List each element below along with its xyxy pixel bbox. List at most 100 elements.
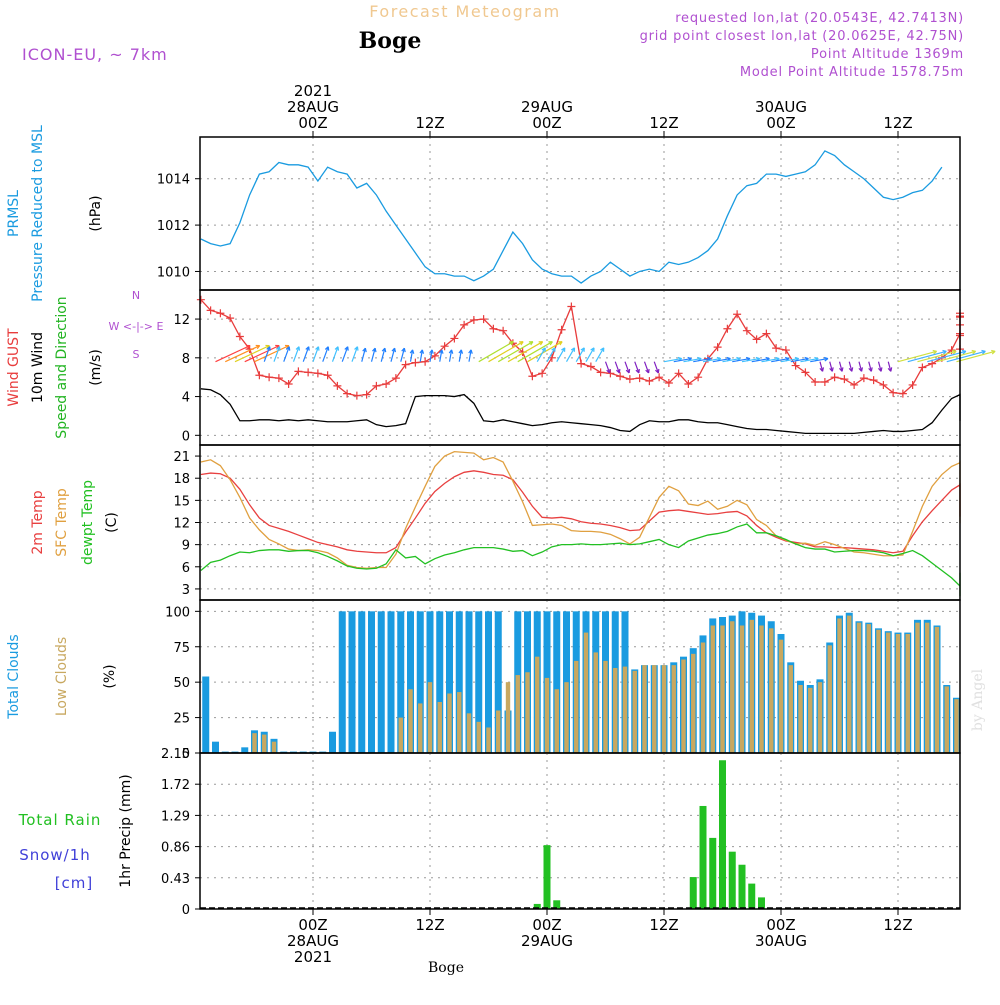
y-tick-label: 0 — [182, 429, 190, 444]
gust-marker — [294, 367, 303, 376]
wind-arrow — [838, 361, 843, 372]
low-cloud-bar — [808, 687, 813, 753]
total-cloud-bar — [338, 611, 346, 753]
total-cloud-bar — [329, 731, 336, 753]
top-time-label: 12Z — [883, 114, 912, 132]
low-cloud-bar — [925, 622, 930, 753]
total-cloud-bar — [241, 747, 249, 753]
low-cloud-bar — [856, 622, 862, 753]
wind-arrow-head — [887, 367, 893, 372]
wind-arrow — [663, 357, 682, 363]
wind-arrow-head — [991, 349, 996, 355]
low-cloud-bar — [593, 652, 598, 753]
gust-marker — [742, 326, 751, 335]
low-cloud-bar — [759, 625, 764, 753]
wind-arrow — [215, 345, 251, 363]
y-axis-label: Low Clouds — [54, 637, 70, 716]
low-cloud-bar — [564, 682, 569, 753]
y-axis-label: Wind GUST — [6, 328, 22, 407]
low-cloud-bar — [583, 632, 589, 753]
bottom-time-label: 00Z — [766, 916, 795, 934]
low-cloud-bar — [408, 689, 413, 753]
low-cloud-bar — [457, 692, 462, 753]
wind-arrow — [819, 361, 824, 372]
low-cloud-bar — [778, 639, 784, 753]
wind-arrow — [946, 350, 986, 363]
low-cloud-bar — [798, 685, 803, 753]
gust-marker — [752, 335, 761, 344]
panel-precip: 0 0.43 0.86 1.29 1.72 2.15 Total Rain Snow/1h [c… — [18, 747, 961, 918]
grid-point-coords: grid point closest lon,lat (20.0625E, 42… — [640, 29, 964, 44]
wind-arrow-head — [932, 349, 938, 355]
total-cloud-bar — [455, 611, 463, 753]
top-time-label: 12Z — [415, 114, 444, 132]
gust-marker — [645, 377, 654, 386]
low-cloud-bar — [525, 672, 530, 753]
total-cloud-bar — [485, 611, 492, 753]
top-time-label: 28AUG — [287, 98, 339, 116]
low-cloud-bar — [700, 642, 706, 753]
low-cloud-bar — [447, 693, 452, 753]
low-cloud-bar — [505, 682, 511, 753]
low-cloud-bar — [954, 699, 959, 753]
wind-arrow — [868, 361, 872, 372]
rain-bar — [709, 837, 717, 909]
rain-bar — [758, 897, 765, 909]
rain-bar — [738, 864, 746, 909]
y-tick-label: 1.29 — [161, 809, 190, 824]
gust-marker — [333, 381, 342, 390]
wind-arrow-head — [468, 349, 473, 354]
low-cloud-bar — [915, 622, 920, 753]
wind-arrow-head — [848, 367, 854, 372]
total-cloud-bar — [212, 741, 219, 753]
bottom-time-label: 28AUG — [287, 932, 339, 950]
y-axis-label: Total Clouds — [6, 634, 22, 719]
gust-marker — [908, 380, 917, 389]
low-cloud-bar — [496, 710, 501, 753]
unit-label: (%) — [102, 664, 118, 688]
wind-arrow — [283, 346, 290, 362]
y-axis-label: 10m Wind — [30, 332, 46, 403]
y-tick-label: 21 — [173, 450, 190, 465]
low-cloud-bar — [886, 632, 891, 753]
wind-arrow-head — [971, 349, 977, 355]
rain-bar — [689, 877, 697, 909]
gust-marker — [586, 362, 595, 371]
bottom-time-label: 30AUG — [755, 932, 807, 950]
total-cloud-bar — [416, 611, 424, 753]
wind-arrow — [448, 349, 453, 362]
requested-coords: requested lon,lat (20.0543E, 42.7413N) — [675, 11, 964, 26]
wind-arrow — [800, 357, 819, 363]
wind-arrow-head — [829, 367, 834, 372]
wind-arrow — [292, 346, 300, 362]
wind-arrow-head — [509, 341, 514, 346]
wind-arrow-head — [334, 346, 340, 351]
wind-arrow — [614, 361, 620, 374]
panel-frame — [199, 752, 961, 910]
wind-arrow — [322, 346, 329, 362]
rain-bar — [533, 903, 541, 909]
gust-marker — [196, 295, 205, 304]
bottom-time-label: 2021 — [294, 948, 332, 966]
series-line — [200, 299, 961, 397]
gust-marker — [401, 360, 410, 369]
gust-marker — [460, 320, 469, 329]
wind-arrow-head — [558, 341, 563, 346]
wind-arrow — [771, 357, 790, 363]
gust-marker — [216, 309, 225, 318]
gust-marker — [528, 372, 537, 381]
gust-marker — [391, 374, 400, 383]
wind-arrow — [732, 357, 751, 363]
wind-arrow — [497, 341, 534, 363]
wind-arrow — [673, 357, 692, 363]
low-cloud-bar — [788, 665, 793, 753]
wind-arrow-head — [538, 341, 544, 346]
wind-arrow-head — [391, 347, 397, 353]
low-cloud-bar — [944, 686, 949, 753]
low-cloud-bar — [466, 713, 472, 753]
gust-marker — [372, 381, 381, 390]
wind-arrow-head — [401, 347, 406, 353]
wind-arrow-head — [548, 341, 553, 346]
y-tick-label: 0.86 — [161, 841, 190, 856]
wind-arrow — [341, 346, 349, 362]
